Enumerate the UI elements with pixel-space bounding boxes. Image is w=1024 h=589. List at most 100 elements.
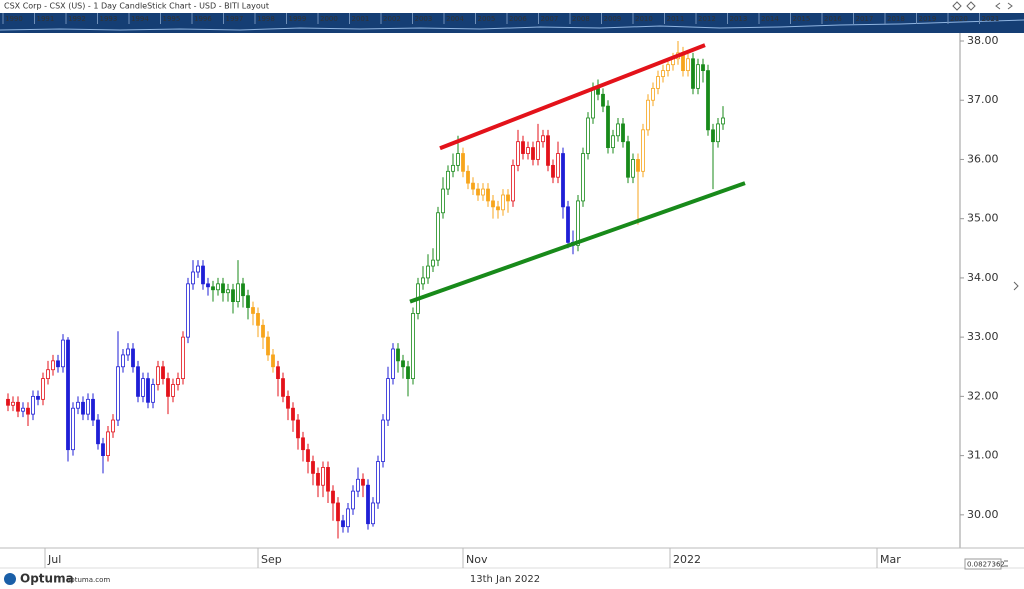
candle-body <box>191 271 195 285</box>
candle-body <box>36 395 40 400</box>
navigator-year: 2005 <box>478 15 496 23</box>
candle-body <box>216 283 220 291</box>
navigator-year: 1996 <box>194 15 212 23</box>
candle-body <box>566 206 570 243</box>
candle-body <box>716 123 720 143</box>
collapse-arrow[interactable] <box>1013 281 1019 291</box>
candle-body <box>591 87 595 119</box>
candle-body <box>541 135 545 143</box>
candle-body <box>321 467 325 486</box>
candle-body <box>196 265 200 273</box>
candle-body <box>456 153 460 166</box>
candle-body <box>286 395 290 409</box>
navigator-year: 2000 <box>320 15 338 23</box>
candle-body <box>96 419 100 445</box>
candle-body <box>271 354 275 368</box>
candle-body <box>476 188 480 196</box>
navigator-year: 2018 <box>887 15 905 23</box>
y-tick-label: 34.00 <box>967 271 999 284</box>
candle-body <box>126 348 130 356</box>
candle-body <box>236 283 240 303</box>
candle-body <box>341 520 345 528</box>
trendline <box>409 181 746 304</box>
candle-body <box>431 259 435 267</box>
candle-body <box>161 366 165 380</box>
candle-body <box>536 141 540 160</box>
candle-body <box>266 336 270 356</box>
candle-body <box>366 484 370 525</box>
candle-body <box>426 265 430 279</box>
x-tick-label: Sep <box>261 553 282 566</box>
y-tick-label: 30.00 <box>967 508 999 521</box>
candle-body <box>211 286 215 291</box>
navigator-line <box>0 19 1024 31</box>
candle-body <box>616 123 620 137</box>
candle-body <box>601 93 605 107</box>
candle-body <box>626 141 630 178</box>
candle-body <box>481 188 485 196</box>
navigator-year: 2011 <box>667 15 685 23</box>
candle-body <box>121 354 125 368</box>
candle-body <box>291 407 295 421</box>
navigator-year: 1993 <box>100 15 118 23</box>
navigator-year: 1999 <box>289 15 307 23</box>
candle-body <box>251 307 255 314</box>
candle-body <box>581 153 585 202</box>
candle-body <box>31 395 35 415</box>
candle-body <box>131 348 135 368</box>
candle-body <box>171 384 175 397</box>
chart-title: CSX Corp - CSX (US) - 1 Day CandleStick … <box>4 2 269 11</box>
candle-body <box>466 170 470 184</box>
candle-body <box>156 366 160 385</box>
candle-body <box>521 141 525 154</box>
y-tick-label: 38.00 <box>967 34 999 47</box>
candle-body <box>261 324 265 338</box>
candle-body <box>421 277 425 285</box>
navigator-year: 1998 <box>257 15 275 23</box>
candle-body <box>636 159 640 172</box>
candle-body <box>351 490 355 510</box>
scroll-arrows[interactable] <box>995 2 1013 10</box>
candle-body <box>16 401 20 412</box>
x-tick-label: Mar <box>880 553 901 566</box>
candle-body <box>701 64 705 72</box>
scale-arrows[interactable] <box>1004 560 1008 567</box>
candle-body <box>621 123 625 143</box>
y-tick-label: 35.00 <box>967 212 999 225</box>
candle-body <box>556 153 560 178</box>
candle-body <box>486 188 490 202</box>
candle-body <box>76 401 80 409</box>
candle-body <box>281 378 285 397</box>
candle-body <box>661 70 665 77</box>
navigator-year: 2015 <box>793 15 811 23</box>
navigator[interactable] <box>0 13 1024 33</box>
x-tick-label: 2022 <box>673 553 701 566</box>
navigator-year: 2012 <box>698 15 716 23</box>
candle-body <box>336 502 340 522</box>
candle-body <box>376 461 380 504</box>
scale-readout: 0.0827362 <box>967 561 1005 569</box>
navigator-year: 2014 <box>761 15 779 23</box>
candle-body <box>246 295 250 308</box>
y-tick-label: 32.00 <box>967 389 999 402</box>
candle-body <box>91 398 95 421</box>
scale-box[interactable] <box>964 558 1002 570</box>
navigator-year: 2004 <box>446 15 464 23</box>
candle-body <box>241 283 245 297</box>
candle-body <box>331 490 335 504</box>
candle-body <box>81 401 85 415</box>
candle-body <box>631 159 635 178</box>
candle-body <box>141 378 145 397</box>
navigator-year: 1992 <box>68 15 86 23</box>
candle-body <box>721 117 725 125</box>
diamond-icon[interactable] <box>966 1 976 11</box>
navigator-year: 1997 <box>226 15 244 23</box>
diamond-icon[interactable] <box>952 1 962 11</box>
candle-body <box>561 153 565 208</box>
candle-body <box>611 135 615 149</box>
navigator-year: 1990 <box>5 15 23 23</box>
navigator-year: 2003 <box>415 15 433 23</box>
navigator-year: 2001 <box>352 15 370 23</box>
candle-body <box>201 265 205 285</box>
